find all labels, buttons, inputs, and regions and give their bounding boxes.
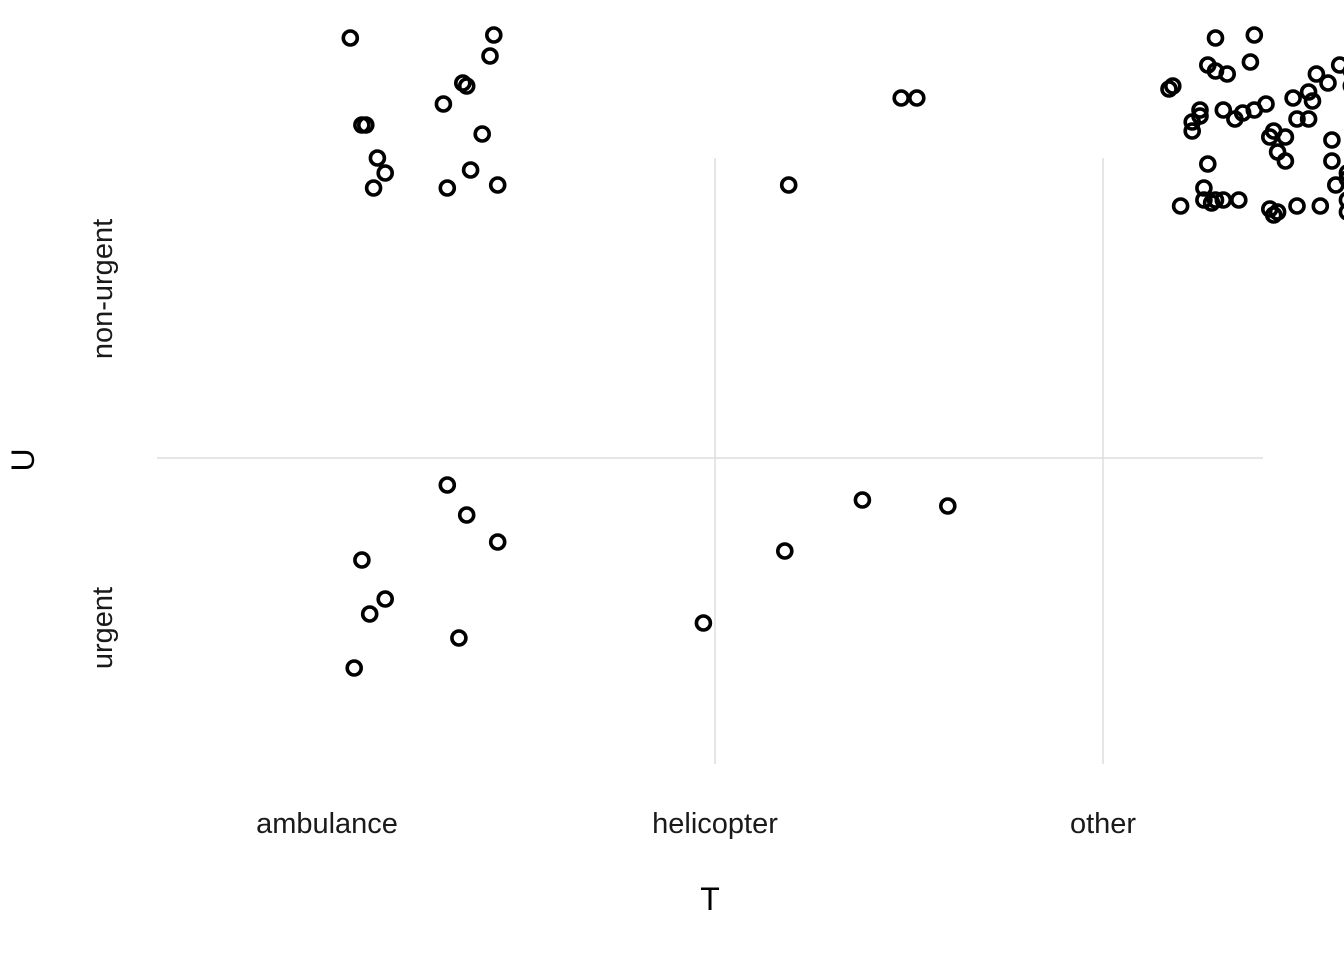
data-point-13: [364, 179, 383, 197]
data-point-85: [1327, 176, 1344, 194]
data-points: [341, 26, 1344, 677]
data-point-25: [907, 89, 926, 107]
data-point-52: [1303, 92, 1322, 110]
data-point-78: [1323, 152, 1341, 170]
data-point-46: [1299, 83, 1318, 101]
data-point-79: [1199, 155, 1217, 173]
data-point-62: [1299, 110, 1318, 128]
data-point-11: [461, 161, 480, 179]
data-point-57: [1245, 101, 1264, 119]
data-point-55: [1214, 101, 1233, 119]
data-point-75: [1261, 128, 1279, 146]
data-point-4: [457, 77, 476, 95]
data-point-45: [1160, 80, 1178, 98]
data-point-18: [488, 533, 507, 551]
x-tick-labels: ambulance helicopter other: [256, 808, 1136, 840]
data-point-31: [1206, 29, 1225, 47]
data-point-76: [1268, 143, 1287, 161]
y-axis-title: U: [5, 448, 41, 471]
data-point-93: [1202, 194, 1221, 212]
data-point-32: [1245, 26, 1264, 44]
data-point-6: [481, 47, 499, 65]
data-point-22: [450, 629, 468, 647]
data-point-92: [1338, 191, 1344, 209]
data-point-99: [1338, 203, 1344, 221]
x-tick-label-helicopter: helicopter: [652, 808, 778, 840]
data-point-38: [1307, 65, 1326, 83]
data-point-29: [775, 542, 794, 560]
data-point-20: [376, 590, 395, 608]
data-point-54: [1191, 101, 1209, 119]
data-point-30: [694, 614, 713, 632]
data-point-87: [1171, 197, 1190, 215]
data-point-14: [438, 179, 457, 197]
data-point-27: [853, 491, 872, 509]
data-point-81: [1338, 164, 1344, 182]
data-point-84: [1195, 179, 1213, 197]
data-point-64: [1183, 122, 1201, 140]
x-tick-label-other: other: [1070, 808, 1136, 840]
data-point-51: [1284, 89, 1302, 107]
data-point-72: [1323, 131, 1341, 149]
data-point-59: [1226, 110, 1244, 128]
data-point-5: [434, 95, 453, 113]
data-point-39: [1330, 56, 1344, 74]
y-tick-label-non-urgent: non-urgent: [87, 219, 119, 359]
data-point-19: [353, 551, 371, 569]
x-tick-label-ambulance: ambulance: [256, 808, 398, 840]
data-point-2: [484, 26, 503, 44]
data-point-94: [1288, 197, 1306, 215]
y-tick-labels: urgent non-urgent: [87, 219, 119, 669]
data-point-16: [438, 476, 457, 494]
data-point-12: [376, 164, 395, 182]
data-point-28: [938, 497, 957, 515]
data-point-26: [779, 176, 798, 194]
data-point-10: [368, 149, 387, 167]
data-point-24: [892, 89, 911, 107]
data-point-91: [1230, 191, 1248, 209]
data-point-77: [1276, 152, 1295, 170]
data-point-98: [1268, 203, 1287, 221]
data-point-23: [345, 659, 364, 677]
data-point-61: [1288, 110, 1306, 128]
x-axis-title: T: [700, 881, 720, 917]
data-point-9: [473, 125, 492, 143]
data-point-17: [457, 506, 476, 524]
data-point-95: [1311, 197, 1330, 215]
data-point-66: [1276, 128, 1295, 146]
data-point-8: [356, 116, 375, 134]
data-point-47: [1319, 74, 1337, 92]
data-point-15: [488, 176, 507, 194]
data-point-60: [1183, 113, 1201, 131]
data-point-37: [1241, 53, 1260, 71]
data-point-1: [341, 29, 360, 47]
y-tick-label-urgent: urgent: [87, 587, 119, 669]
data-point-21: [360, 605, 379, 623]
data-point-36: [1218, 65, 1236, 83]
gridlines: [157, 158, 1263, 764]
